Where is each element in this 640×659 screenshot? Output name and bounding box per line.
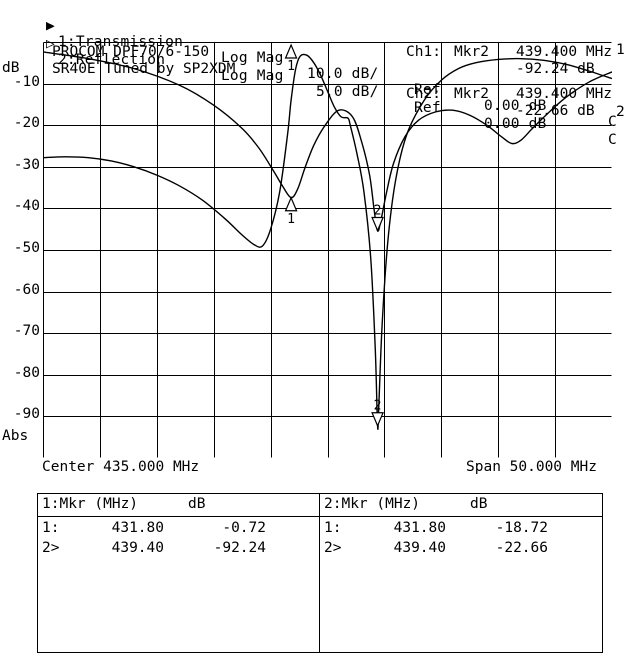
marker-table-ch2-title: 2:Mkr (MHz): [324, 496, 421, 512]
trace-graph[interactable]: 1 1 2 2: [43, 42, 612, 458]
ch1-readout-marker: Mkr2: [454, 44, 489, 60]
table-row[interactable]: 2> 439.40 -22.66: [320, 540, 602, 560]
marker-table-ch1[interactable]: 1:Mkr (MHz) dB 1: 431.80 -0.72 2> 439.40…: [38, 494, 320, 652]
table-row[interactable]: 1: 431.80 -0.72: [38, 520, 319, 540]
marker-row-freq: 439.40: [393, 540, 446, 556]
channel-2-format: Log Mag: [221, 68, 284, 84]
ch2-readout-freq: 439.400 MHz: [516, 86, 613, 102]
y-axis-tick: -20: [13, 115, 40, 131]
channel-1-ref-label: Ref: [414, 82, 441, 98]
ch1-readout-channel: Ch1:: [406, 44, 441, 60]
x-axis-center-label: Center 435.000 MHz: [42, 459, 200, 475]
trace-1-label: 1: [616, 42, 625, 58]
marker-row-freq: 431.80: [111, 520, 164, 536]
marker-table-ch1-title: 1:Mkr (MHz): [42, 496, 139, 512]
marker-row-index: 2>: [324, 540, 342, 556]
channel-2-label: 2:Reflection: [58, 52, 166, 68]
marker-2-ch1[interactable]: 2: [371, 399, 384, 428]
marker-number: 2: [374, 204, 382, 219]
y-axis-tick: -10: [13, 74, 40, 90]
y-axis-tick: -40: [13, 198, 40, 214]
marker-row-index: 2>: [42, 540, 60, 556]
marker-row-index: 1:: [42, 520, 60, 536]
channel-1-scale: 10.0 dB/: [307, 66, 379, 82]
marker-row-db: -0.72: [222, 520, 266, 536]
trace-2: [43, 51, 612, 232]
marker-row-db: -18.72: [495, 520, 548, 536]
x-axis-span-label: Span 50.000 MHz: [466, 459, 597, 475]
channel-row-2[interactable]: ▷ 2:Reflection Log Mag 5.0 dB/ Ref 0.00 …: [0, 20, 640, 148]
marker-number: 1: [287, 212, 295, 227]
y-axis-tick: -60: [13, 282, 40, 298]
marker-row-freq: 431.80: [393, 520, 446, 536]
channel-2-correction: C: [608, 132, 617, 148]
table-row[interactable]: 2> 439.40 -92.24: [38, 540, 319, 560]
trace-1: [43, 53, 612, 430]
y-axis-unit-label: dB: [2, 60, 20, 76]
marker-table-ch2-db-header: dB: [470, 496, 488, 512]
overlay-title-line1: PROCOM DPF70/6-150: [52, 44, 210, 60]
y-axis: -10 -20 -30 -40 -50 -60 -70 -80 -90: [0, 42, 43, 458]
marker-row-freq: 439.40: [111, 540, 164, 556]
ch1-readout-freq: 439.400 MHz: [516, 44, 613, 60]
marker-table-ch1-header: 1:Mkr (MHz) dB: [38, 494, 319, 517]
overlay-title-line2: SR40E Tuned by SP2XDM: [52, 61, 236, 77]
y-axis-tick: -90: [13, 406, 40, 422]
graph-traces: 1 1 2 2: [43, 43, 612, 430]
ch1-readout-value: -92.24 dB: [516, 61, 595, 77]
marker-table-ch2-header: 2:Mkr (MHz) dB: [320, 494, 602, 517]
y-axis-tick: -80: [13, 365, 40, 381]
marker-table-ch1-db-header: dB: [188, 496, 206, 512]
channel-2-scale: 5.0 dB/: [316, 84, 379, 100]
marker-row-index: 1:: [324, 520, 342, 536]
y-axis-tick: -50: [13, 240, 40, 256]
marker-number: 1: [287, 59, 295, 74]
ch2-readout-value: -22.66 dB: [516, 103, 595, 119]
channel-1-active-marker: ▶: [46, 18, 55, 34]
y-axis-tick: -30: [13, 157, 40, 173]
channel-1-format: Log Mag: [221, 50, 284, 66]
channel-header: ▶ 1:Transmission Log Mag 10.0 dB/ Ref 0.…: [0, 0, 640, 148]
table-row[interactable]: 1: 431.80 -18.72: [320, 520, 602, 540]
marker-row-db: -22.66: [495, 540, 548, 556]
channel-row-1[interactable]: ▶ 1:Transmission Log Mag 10.0 dB/ Ref 0.…: [0, 2, 640, 130]
trace-2-label: 2: [616, 104, 625, 120]
marker-tables: 1:Mkr (MHz) dB 1: 431.80 -0.72 2> 439.40…: [37, 493, 603, 653]
marker-table-ch2[interactable]: 2:Mkr (MHz) dB 1: 431.80 -18.72 2> 439.4…: [320, 494, 602, 652]
graph-grid: [43, 42, 612, 458]
marker-1-ch1[interactable]: 1: [284, 43, 298, 74]
y-axis-mode-label: Abs: [2, 428, 29, 444]
marker-number: 2: [374, 399, 382, 414]
channel-1-correction: C: [608, 114, 617, 130]
channel-1-ref-value: 0.00 dB: [484, 98, 547, 114]
marker-row-db: -92.24: [213, 540, 266, 556]
ch2-readout-channel: Ch2:: [406, 86, 441, 102]
channel-2-active-marker: ▷: [46, 36, 55, 52]
marker-2-ch2[interactable]: 2: [371, 204, 384, 233]
marker-1-ch2[interactable]: 1: [284, 196, 298, 227]
y-axis-tick: -70: [13, 323, 40, 339]
ch2-readout-marker: Mkr2: [454, 86, 489, 102]
